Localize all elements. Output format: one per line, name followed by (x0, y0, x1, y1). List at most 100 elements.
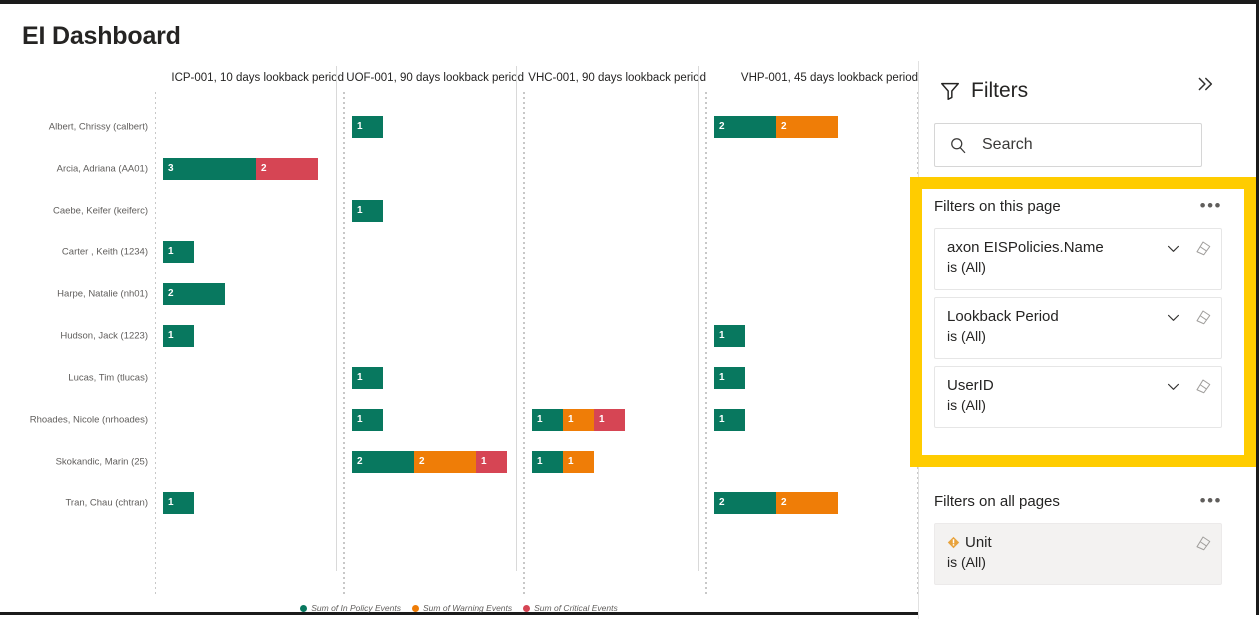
filter-card[interactable]: axon EISPolicies.Name is (All) (934, 228, 1222, 290)
category-label[interactable]: Carter , Keith (1234) (61, 246, 148, 258)
category-label[interactable]: Harpe, Natalie (nh01) (57, 288, 148, 300)
category-label[interactable]: Skokandic, Marin (25) (55, 456, 148, 468)
double-chevron-right-icon[interactable] (1192, 73, 1216, 100)
ellipsis-icon[interactable]: ••• (1199, 196, 1222, 215)
bar-segment[interactable]: 1 (163, 241, 194, 263)
bar-segment[interactable]: 1 (476, 451, 507, 473)
filter-card[interactable]: Unit is (All) (934, 523, 1222, 585)
clear-filter-eraser-icon[interactable] (1194, 308, 1212, 326)
search-placeholder: Search (982, 136, 1033, 153)
category-axis-labels: Albert, Chrissy (calbert) Arcia, Adriana … (0, 92, 155, 597)
legend-item[interactable]: Sum of Warning Events (412, 603, 512, 613)
chevron-down-icon[interactable] (1165, 240, 1182, 257)
panel-header-2: UOF-001, 90 days lookback period (346, 72, 524, 84)
bar-segment[interactable]: 1 (163, 492, 194, 514)
legend-item[interactable]: Sum of In Policy Events (300, 603, 401, 613)
bar-segment[interactable]: 1 (594, 409, 625, 431)
panel-header-3: VHC-001, 90 days lookback period (528, 72, 706, 84)
bar-segment[interactable]: 2 (256, 158, 318, 180)
category-label[interactable]: Albert, Chrissy (calbert) (48, 121, 148, 133)
gridline (705, 92, 706, 597)
bar-row[interactable]: 2 (163, 283, 225, 305)
chevron-down-icon[interactable] (1165, 309, 1182, 326)
bar-row[interactable]: 1 (714, 325, 745, 347)
filters-header: Filters (939, 71, 1239, 111)
bar-segment[interactable]: 1 (163, 325, 194, 347)
gridline (523, 92, 524, 597)
legend-label: Sum of Critical Events (534, 603, 618, 613)
category-label[interactable]: Arcia, Adriana (AA01) (56, 163, 148, 175)
bar-segment[interactable]: 1 (714, 367, 745, 389)
bar-row[interactable]: 1 (163, 241, 194, 263)
bar-segment[interactable]: 1 (352, 200, 383, 222)
bar-segment[interactable]: 1 (714, 409, 745, 431)
bar-segment[interactable]: 2 (414, 451, 476, 473)
bar-segment[interactable]: 2 (776, 116, 838, 138)
filter-card[interactable]: Lookback Period is (All) (934, 297, 1222, 359)
bar-segment[interactable]: 2 (163, 283, 225, 305)
category-label[interactable]: Hudson, Jack (1223) (60, 330, 148, 342)
chevron-down-icon[interactable] (1165, 378, 1182, 395)
gridline (343, 92, 344, 597)
category-label[interactable]: Lucas, Tim (tlucas) (68, 372, 148, 384)
bar-segment[interactable]: 1 (352, 116, 383, 138)
warning-icon (947, 535, 960, 549)
search-input[interactable]: Search (934, 123, 1202, 167)
bar-segment[interactable]: 1 (352, 367, 383, 389)
legend-color-swatch (300, 604, 308, 612)
panel-divider (698, 66, 699, 571)
page-title: EI Dashboard (22, 22, 181, 50)
ellipsis-icon[interactable]: ••• (1199, 491, 1222, 510)
bar-segment[interactable]: 2 (714, 492, 776, 514)
filter-card-value: is (All) (947, 554, 986, 570)
legend-color-swatch (523, 604, 531, 612)
category-label[interactable]: Caebe, Keifer (keiferc) (52, 205, 148, 217)
funnel-icon (939, 80, 961, 102)
gridline (155, 92, 156, 597)
bar-segment[interactable]: 1 (352, 409, 383, 431)
filter-section-title: Filters on this page (934, 197, 1061, 215)
filter-section-title: Filters on all pages (934, 492, 1060, 510)
clear-filter-eraser-icon[interactable] (1194, 377, 1212, 395)
bar-row[interactable]: 1 (352, 367, 383, 389)
panel-header-row: ICP-001, 10 days lookback period UOF-001,… (0, 66, 918, 571)
bar-segment[interactable]: 3 (163, 158, 256, 180)
legend-item[interactable]: Sum of Critical Events (523, 603, 618, 613)
bar-segment[interactable]: 2 (352, 451, 414, 473)
category-label[interactable]: Rhoades, Nicole (nrhoades) (29, 414, 148, 426)
bar-segment[interactable]: 1 (563, 409, 594, 431)
bar-row[interactable]: 1 (714, 367, 745, 389)
bar-row[interactable]: 1 (352, 116, 383, 138)
bar-segment[interactable]: 1 (532, 451, 563, 473)
bar-row[interactable]: 1 (163, 325, 194, 347)
filter-card-actions (1165, 377, 1212, 395)
bar-segment[interactable]: 2 (776, 492, 838, 514)
filter-section-header: Filters on this page ••• (934, 191, 1222, 221)
filter-section-1: Filters on this page ••• axon EISPolicies.… (934, 191, 1222, 428)
legend-label: Sum of In Policy Events (311, 603, 401, 613)
clear-filter-eraser-icon[interactable] (1194, 534, 1212, 552)
bar-segment[interactable]: 1 (563, 451, 594, 473)
clear-filter-eraser-icon[interactable] (1194, 239, 1212, 257)
filter-card-name: Unit (947, 533, 1209, 552)
bar-row[interactable]: 1 (352, 409, 383, 431)
bar-segment[interactable]: 2 (714, 116, 776, 138)
category-label[interactable]: Tran, Chau (chtran) (65, 497, 148, 509)
bar-row[interactable]: 1 (714, 409, 745, 431)
bar-segment[interactable]: 1 (714, 325, 745, 347)
filter-card-value: is (All) (947, 397, 986, 413)
bar-segment[interactable]: 1 (532, 409, 563, 431)
bar-row[interactable]: 1 (163, 492, 194, 514)
filter-card[interactable]: UserID is (All) (934, 366, 1222, 428)
bar-row[interactable]: 1 (352, 200, 383, 222)
panel-header-4: VHP-001, 45 days lookback period (740, 72, 918, 84)
filter-card-actions (1165, 308, 1212, 326)
